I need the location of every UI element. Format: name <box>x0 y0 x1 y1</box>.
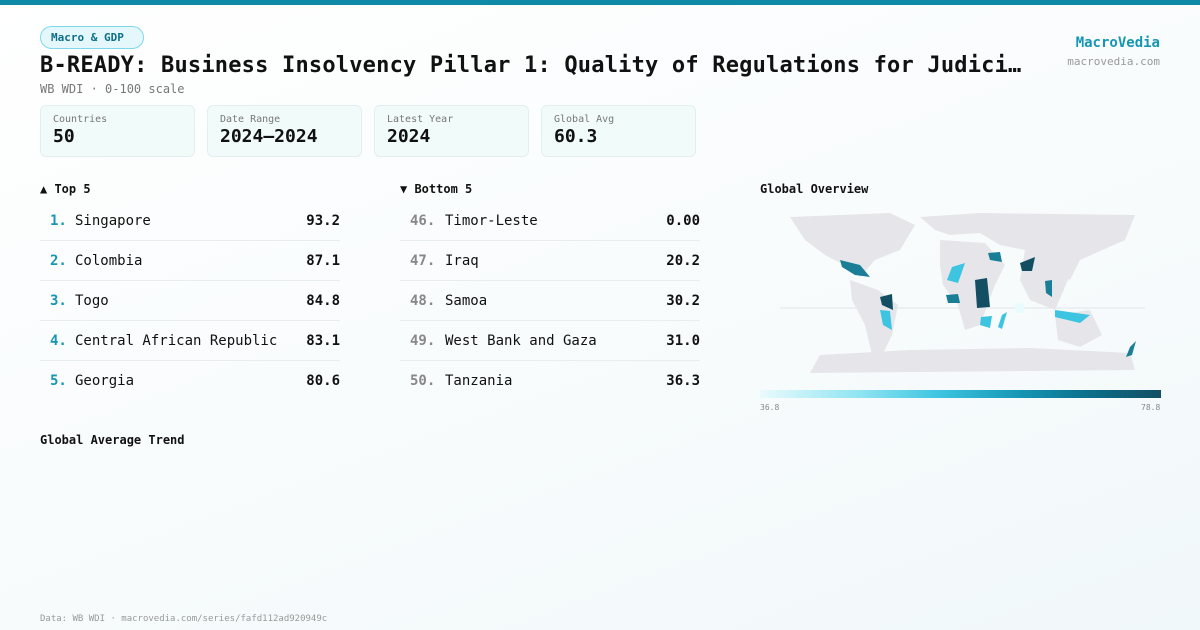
country-colombia <box>880 294 893 310</box>
stat-value: 50 <box>53 126 75 147</box>
value: 31.0 <box>666 332 700 349</box>
country-west-africa <box>946 294 960 303</box>
stat-latest-year: Latest Year 2024 <box>374 105 529 157</box>
legend-min: 36.8 <box>760 403 780 412</box>
country-peru <box>880 310 892 330</box>
list-item: 49. West Bank and Gaza 31.0 <box>400 321 700 361</box>
country: Singapore <box>75 212 151 229</box>
country: Samoa <box>445 292 488 309</box>
country-tanzania <box>1014 303 1024 313</box>
country-morocco <box>947 263 965 283</box>
country-new-zealand <box>1126 341 1136 357</box>
legend-max: 78.8 <box>1141 403 1161 412</box>
value: 36.3 <box>666 373 700 389</box>
country-vietnam <box>1045 280 1052 297</box>
stat-date-range: Date Range 2024–2024 <box>207 105 362 157</box>
value: 87.1 <box>306 252 340 269</box>
country-pakistan <box>1020 257 1035 271</box>
rank: 47. <box>410 252 436 269</box>
country-indonesia <box>1055 310 1090 323</box>
stat-label: Latest Year <box>387 114 454 125</box>
value: 30.2 <box>666 292 700 309</box>
stat-value: 2024 <box>387 126 431 147</box>
country: Colombia <box>75 252 143 269</box>
value: 0.00 <box>666 212 700 229</box>
country-zambia <box>980 316 992 328</box>
list-item: 50. Tanzania 36.3 <box>400 361 700 401</box>
rank: 49. <box>410 332 436 349</box>
list-item: 4. Central African Republic 83.1 <box>40 321 340 361</box>
list-item: 2. Colombia 87.1 <box>40 241 340 281</box>
rank: 1. <box>50 212 67 229</box>
category-badge[interactable]: Macro & GDP <box>40 26 144 49</box>
rank: 46. <box>410 212 436 229</box>
value: 83.1 <box>306 332 340 349</box>
stat-countries: Countries 50 <box>40 105 195 157</box>
stat-global-avg: Global Avg 60.3 <box>541 105 696 157</box>
rank: 3. <box>50 292 67 309</box>
list-item: 1. Singapore 93.2 <box>40 201 340 241</box>
color-scale-legend <box>760 390 1161 398</box>
page-title: B-READY: Business Insolvency Pillar 1: Q… <box>40 53 1022 78</box>
country-mexico <box>840 260 870 277</box>
list-item: 5. Georgia 80.6 <box>40 361 340 401</box>
country: Tanzania <box>445 373 513 389</box>
list-item: 47. Iraq 20.2 <box>400 241 700 281</box>
bottom5-heading: ▼ Bottom 5 <box>400 182 473 196</box>
country: Georgia <box>75 373 135 389</box>
rank: 5. <box>50 373 67 389</box>
brand-url[interactable]: macrovedia.com <box>1067 55 1160 68</box>
stat-value: 60.3 <box>554 126 598 147</box>
trend-heading: Global Average Trend <box>40 433 185 447</box>
country: Timor-Leste <box>445 212 538 229</box>
value: 80.6 <box>306 373 340 389</box>
world-map[interactable] <box>780 205 1145 380</box>
top-accent-bar <box>0 0 1200 5</box>
country: Central African Republic <box>75 332 278 349</box>
rank: 50. <box>410 373 436 389</box>
stat-value: 2024–2024 <box>220 126 318 147</box>
country-chad-car <box>975 278 990 308</box>
value: 93.2 <box>306 212 340 229</box>
list-item: 3. Togo 84.8 <box>40 281 340 321</box>
value: 20.2 <box>666 252 700 269</box>
country: Togo <box>75 292 109 309</box>
colored-countries <box>840 252 1136 357</box>
list-item: 46. Timor-Leste 0.00 <box>400 201 700 241</box>
page-subtitle: WB WDI · 0-100 scale <box>40 82 185 96</box>
map-heading: Global Overview <box>760 182 869 196</box>
rank: 4. <box>50 332 67 349</box>
top5-list: 1. Singapore 93.2 2. Colombia 87.1 3. Togo 84.… <box>40 201 340 401</box>
country: Iraq <box>445 252 479 269</box>
footer-source: Data: WB WDI · macrovedia.com/series/faf… <box>40 614 328 624</box>
bottom5-list: 46. Timor-Leste 0.00 47. Iraq 20.2 48. Samoa 3… <box>400 201 700 401</box>
top5-heading: ▲ Top 5 <box>40 182 91 196</box>
country-balkans <box>988 252 1002 262</box>
rank: 2. <box>50 252 67 269</box>
stat-label: Countries <box>53 114 108 125</box>
rank: 48. <box>410 292 436 309</box>
brand-name[interactable]: MacroVedia <box>1075 35 1160 51</box>
list-item: 48. Samoa 30.2 <box>400 281 700 321</box>
country: West Bank and Gaza <box>445 332 597 349</box>
country-madagascar <box>998 312 1007 329</box>
value: 84.8 <box>306 292 340 309</box>
stat-label: Global Avg <box>554 114 615 125</box>
land <box>790 213 1135 373</box>
stat-label: Date Range <box>220 114 281 125</box>
